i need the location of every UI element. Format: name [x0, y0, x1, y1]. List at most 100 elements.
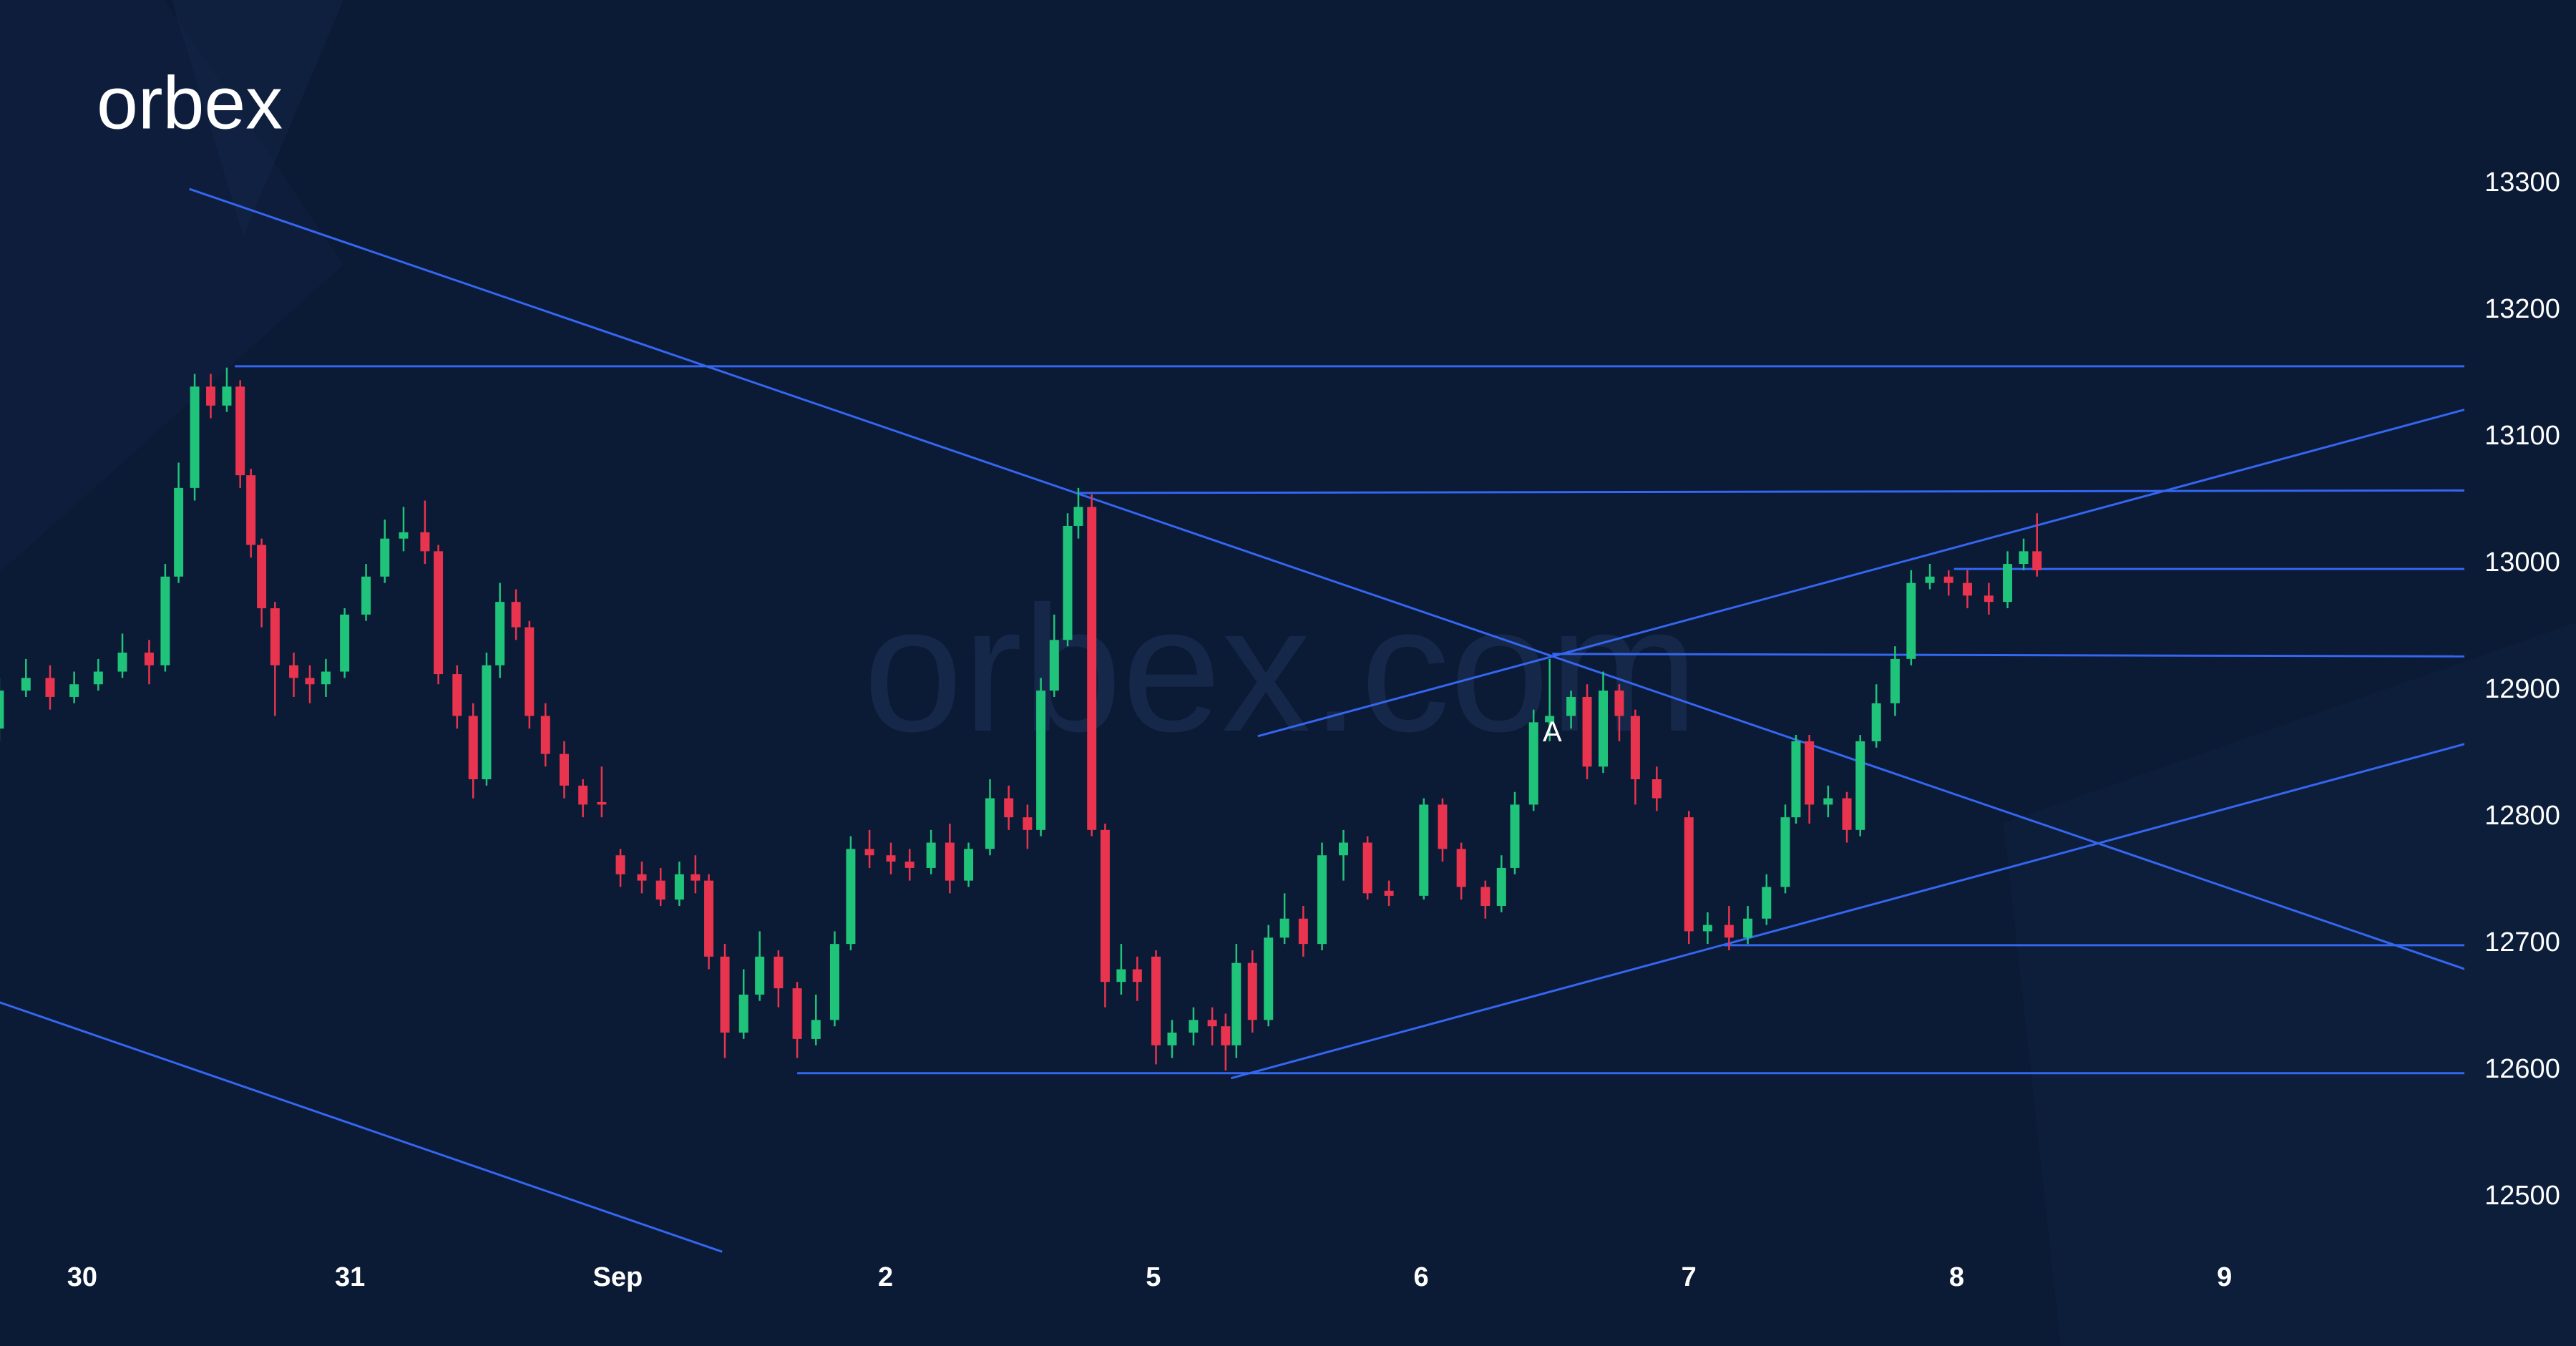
candle-body [93, 671, 103, 685]
candle-body [1384, 890, 1394, 896]
candle-body [738, 994, 748, 1033]
candle-body [578, 785, 588, 805]
candle-body [774, 956, 784, 989]
candle-body [1023, 817, 1033, 830]
candle-body [1943, 576, 1953, 583]
candle-body [985, 798, 995, 849]
candle-body [964, 849, 974, 881]
candle-body [1279, 918, 1289, 938]
candle-body [637, 874, 647, 881]
candle-body [246, 475, 256, 545]
candle-body [540, 716, 550, 754]
candle-body [525, 627, 535, 716]
candle-body [1925, 576, 1935, 583]
x-tick-label: 7 [1682, 1262, 1697, 1292]
candle-body [691, 874, 701, 881]
x-tick-label: 2 [878, 1262, 893, 1292]
candle-body [1087, 507, 1097, 830]
plot-area: A [0, 187, 2464, 1253]
candle-body [340, 614, 350, 672]
candle-body [1480, 887, 1491, 907]
candle-body [1338, 842, 1348, 856]
candle-body [1842, 798, 1852, 830]
candle-body [1630, 716, 1640, 780]
x-tick-label: 5 [1146, 1262, 1161, 1292]
candle-body [1906, 582, 1916, 659]
candle-body [829, 944, 839, 1020]
candle-body [1545, 716, 1555, 723]
candle-body [361, 576, 371, 615]
trend-line [0, 1001, 723, 1253]
candle-body [305, 678, 315, 685]
candle-body [1791, 741, 1801, 818]
candle-body [1317, 855, 1327, 945]
candle-body [1582, 696, 1592, 767]
candle-body [21, 678, 31, 691]
candle-body [674, 874, 684, 900]
candle-body [886, 855, 896, 862]
trend-line [1230, 743, 2464, 1080]
x-tick-label: 31 [335, 1262, 365, 1292]
candle-body [511, 602, 521, 628]
candle-body [1684, 817, 1694, 932]
candle-body [755, 956, 765, 995]
candle-body [1100, 829, 1110, 982]
candle-body [2019, 551, 2029, 565]
y-tick-label: 12700 [2484, 927, 2560, 957]
candle-body [1510, 804, 1520, 868]
candle-body [495, 602, 505, 665]
candle-body [222, 386, 232, 406]
trend-line [1552, 653, 2464, 658]
candle-body [1298, 918, 1308, 945]
x-tick-label: 6 [1413, 1262, 1428, 1292]
candle-body [792, 988, 802, 1039]
candle-body [1036, 691, 1046, 830]
decor-shape [2004, 623, 2576, 1346]
candle-body [1984, 595, 1994, 603]
candle-body [1962, 582, 1972, 596]
candle-body [321, 671, 331, 685]
candle-body [289, 665, 299, 678]
candle-body [1890, 658, 1900, 703]
candle-body [1073, 507, 1083, 526]
trend-line [1078, 489, 2464, 494]
candle-body [655, 880, 665, 900]
x-tick-label: Sep [592, 1262, 643, 1292]
candle-body [1528, 722, 1538, 805]
candle-body [270, 608, 280, 665]
y-tick-label: 13200 [2484, 294, 2560, 324]
candle-body [864, 849, 874, 856]
candle-body [811, 1020, 821, 1039]
candle-body [1231, 962, 1241, 1045]
candle-body [1566, 696, 1576, 716]
candle-body [704, 880, 714, 957]
candle-body [160, 576, 170, 665]
candle-body [1871, 703, 1881, 741]
candle-body [1855, 741, 1865, 830]
candle-body [1221, 1026, 1231, 1045]
candle-body [1614, 691, 1624, 716]
candle-body [206, 386, 216, 406]
candle-body [1167, 1033, 1177, 1045]
y-tick-label: 12500 [2484, 1181, 2560, 1211]
y-tick-label: 12600 [2484, 1054, 2560, 1084]
candle-body [1189, 1020, 1199, 1033]
candle-body [1762, 887, 1772, 919]
x-tick-label: 9 [2217, 1262, 2232, 1292]
logo: orbex [97, 62, 283, 145]
y-tick-label: 13000 [2484, 547, 2560, 577]
y-tick-label: 13300 [2484, 167, 2560, 197]
y-tick-label: 13100 [2484, 421, 2560, 451]
candle-body [926, 842, 936, 868]
candle-body [1247, 962, 1257, 1020]
candle-body [452, 674, 462, 716]
trend-line [189, 187, 2464, 970]
candle-body [1598, 691, 1608, 767]
candle-body [420, 532, 430, 552]
candle-body [144, 652, 154, 665]
trend-line [1257, 408, 2464, 738]
candle-body [1805, 741, 1815, 805]
candle-body [1438, 804, 1448, 849]
candle-body [380, 538, 390, 577]
candle-body [2032, 551, 2042, 570]
